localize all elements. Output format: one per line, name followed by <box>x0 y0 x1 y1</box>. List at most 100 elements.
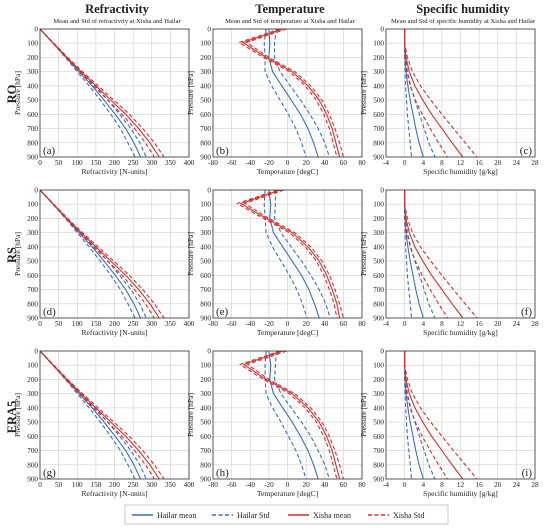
panel-f-ytick-label: 700 <box>373 286 384 294</box>
panel-b: -80 -60 -40 -20 0 20 40 60 800100200300400500600… <box>186 26 366 177</box>
panel-d-ytick-label: 600 <box>27 272 38 280</box>
panel-c-xtick-label: 4 <box>421 159 425 167</box>
panel-d-ytick-label: 300 <box>27 229 38 237</box>
panels-group: 0 50 100 150 200 250 300 350 4000100200300400500… <box>13 26 539 499</box>
panel-c-x-axis-label: Specific humidity [g/kg] <box>423 167 498 176</box>
legend-label-hailar-std: Hailar Std <box>237 511 270 520</box>
panel-f-ytick-label: 900 <box>373 315 384 323</box>
panel-g-xtick-label: 350 <box>165 481 176 489</box>
panel-i-xtick-label: 0 <box>403 481 407 489</box>
panel-f: -4 0 4 8 12 16 20 24 28 0 100 200 300 400 500 600 700 800… <box>359 187 539 338</box>
panel-a-y-axis-label: Pressure [hPa] <box>13 71 22 115</box>
panel-g-xtick-label: 100 <box>72 481 83 489</box>
panel-h-ytick-label: 700 <box>200 447 211 455</box>
panel-a-ytick-label: 600 <box>27 111 38 119</box>
panel-a-xtick-label: 50 <box>55 159 63 167</box>
panel-c-ytick-label: 200 <box>373 54 384 62</box>
panel-h-series-xisha-std-line <box>246 350 344 480</box>
panel-a-xtick-label: 400 <box>184 159 195 167</box>
panel-h-xtick-label: 80 <box>358 481 366 489</box>
panel-h-ytick-label: 500 <box>200 419 211 427</box>
panel-d-ytick-label: 200 <box>27 215 38 223</box>
column-subtitle-specific-humidity: Mean and Std of specific humidity at Xis… <box>391 18 536 25</box>
panel-a-xtick-label: 300 <box>146 159 157 167</box>
panel-b-xtick-label: 60 <box>340 159 348 167</box>
column-title-temperature: Temperature <box>255 2 325 16</box>
panel-c-series-xisha-std-line <box>404 29 448 158</box>
panel-b-xtick-label: -80 <box>208 159 218 167</box>
panel-d: 0 50 100 150 200 250 300 350 400 0 100 200 300 400 500… <box>13 187 195 338</box>
panel-a-ytick-label: 100 <box>27 40 38 48</box>
panel-g-ytick-label: 700 <box>27 447 38 455</box>
panel-a-xtick-label: 250 <box>128 159 139 167</box>
panel-a-ytick-label: 400 <box>27 82 38 90</box>
panel-i-ytick-label: 500 <box>373 419 384 427</box>
panel-i-xtick-label: 28 <box>531 481 539 489</box>
panel-a-xtick-label: 100 <box>72 159 83 167</box>
panel-f-xtick-label: -4 <box>383 320 389 328</box>
panel-i-ytick-label: 900 <box>373 476 384 484</box>
panel-e: -80 -60 -40 -20 0 20 40 60 800100200300400500600… <box>186 187 366 338</box>
legend-label-xisha-mean: Xisha mean <box>313 511 351 520</box>
panel-f-ytick-label: 100 <box>373 201 384 209</box>
panel-a-series-xisha-std-line <box>39 28 165 158</box>
panel-a-series-xisha-std-line <box>39 28 155 158</box>
panel-e-xtick-label: 0 <box>286 320 290 328</box>
panel-i-ytick-label: 800 <box>373 461 384 469</box>
panel-h-ytick-label: 200 <box>200 376 211 384</box>
panel-g-xtick-label: 400 <box>184 481 195 489</box>
panel-e-series-xisha-std-line <box>244 189 344 319</box>
panel-f-ytick-label: 400 <box>373 243 384 251</box>
panel-d-xtick-label: 350 <box>165 320 176 328</box>
panel-c-xtick-label: 28 <box>531 159 539 167</box>
panel-d-y-axis-label: Pressure [hPa] <box>13 232 22 276</box>
panel-a-xtick-label: 350 <box>165 159 176 167</box>
panel-d-xtick-label: 300 <box>146 320 157 328</box>
panel-f-ytick-label: 200 <box>373 215 384 223</box>
panel-h-series-hailar-std-line <box>273 350 330 480</box>
panel-e-xtick-label: 40 <box>321 320 329 328</box>
panel-b-xtick-label: -20 <box>264 159 274 167</box>
panel-f-xtick-label: 12 <box>457 320 465 328</box>
panel-b-series-xisha-std-line <box>238 28 338 158</box>
panel-a-ytick-label: 200 <box>27 54 38 62</box>
panel-b-xtick-label: 20 <box>303 159 311 167</box>
panel-g-xtick-label: 50 <box>55 481 63 489</box>
panel-i-xtick-label: 16 <box>476 481 484 489</box>
panel-f-x-axis-label: Specific humidity [g/kg] <box>423 328 498 337</box>
panel-f-ytick-label: 0 <box>380 187 384 195</box>
panel-g-letter: (g) <box>43 467 56 479</box>
panel-h-letter: (h) <box>216 467 229 479</box>
panel-a-xtick-label: 0 <box>38 159 42 167</box>
panel-h-xtick-label: 0 <box>286 481 290 489</box>
panel-g-frame <box>39 350 190 480</box>
panel-c-ytick-label: 500 <box>373 97 384 105</box>
panel-d-letter: (d) <box>43 306 56 318</box>
panel-d-frame <box>39 189 190 319</box>
panel-e-ytick-label: 0 <box>207 187 211 195</box>
panel-i-ytick-label: 0 <box>380 348 384 356</box>
panel-b-ytick-label: 900 <box>200 154 211 162</box>
panel-e-x-axis-label: Temperature [degC] <box>257 328 318 337</box>
panel-e-series-hailar-std-line <box>263 189 308 319</box>
panel-i-xtick-label: -4 <box>383 481 389 489</box>
panel-h-series-hailar-std-line <box>264 350 307 480</box>
panel-b-ytick-label: 200 <box>200 54 211 62</box>
panel-h-series-xisha-mean-line <box>243 350 341 480</box>
legend-label-xisha-std: Xisha Std <box>393 511 424 520</box>
panel-b-frame <box>212 28 363 158</box>
panel-i-series-xisha-std-line <box>404 351 478 480</box>
panel-d-xtick-label: 150 <box>90 320 101 328</box>
panel-g-ytick-label: 800 <box>27 461 38 469</box>
panel-d-x-axis-label: Refractivity [N-units] <box>81 328 147 337</box>
panel-h-y-axis-label: Pressure [hPa] <box>186 393 195 437</box>
panel-e-xtick-label: 80 <box>358 320 366 328</box>
panel-b-series-hailar-mean-line <box>268 28 319 158</box>
panel-f-ytick-label: 600 <box>373 272 384 280</box>
panel-e-xtick-label: -40 <box>245 320 255 328</box>
panel-e-ytick-label: 300 <box>200 229 211 237</box>
panel-c-frame <box>385 28 536 158</box>
panel-d-ytick-label: 700 <box>27 286 38 294</box>
panel-g-xtick-label: 150 <box>90 481 101 489</box>
panel-g-series-xisha-std-line <box>39 350 155 480</box>
